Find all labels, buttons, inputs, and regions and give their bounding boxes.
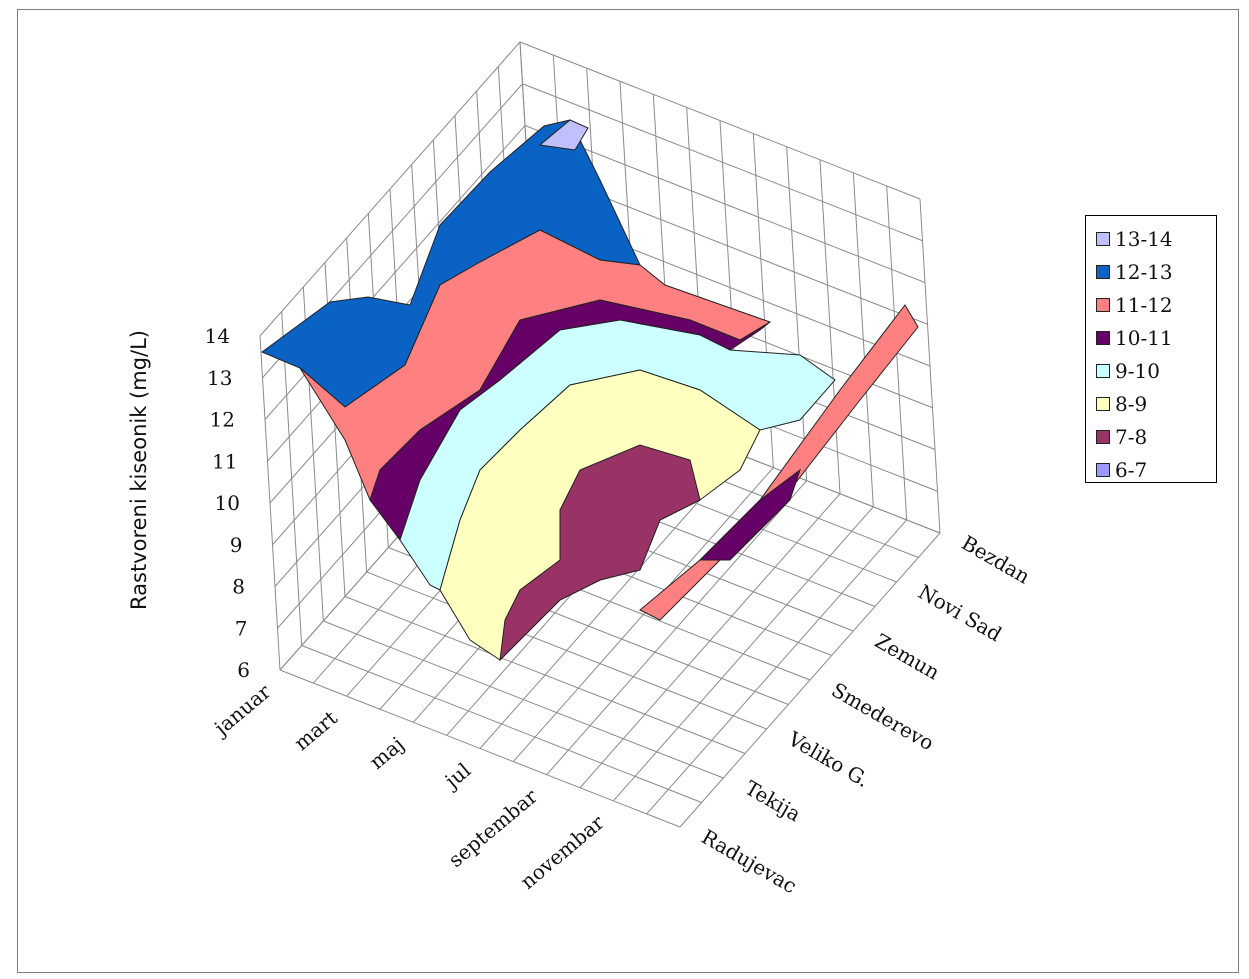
z-tick-label: 9 (230, 533, 243, 557)
legend-swatch (1096, 297, 1110, 312)
month-tick-label: mart (289, 706, 342, 756)
surface-bands (260, 119, 919, 662)
station-tick-label: Veliko G. (783, 726, 873, 792)
legend-label: 13-14 (1115, 226, 1173, 251)
legend-label: 11-12 (1115, 292, 1173, 317)
legend-item: 6-7 (1096, 453, 1216, 486)
legend-swatch (1096, 264, 1110, 279)
surface-ridge-shadow (698, 468, 801, 561)
station-tick-label: Smederevo (828, 678, 939, 756)
z-tick-label: 8 (232, 575, 245, 599)
back-wall-gridline (524, 125, 926, 283)
station-tick-label: Zemun (871, 629, 944, 685)
z-tick-label: 13 (207, 366, 232, 390)
legend-swatch (1096, 462, 1110, 477)
z-tick-label: 10 (215, 491, 240, 515)
month-tick-label: maj (365, 732, 409, 774)
legend-label: 9-10 (1115, 358, 1160, 383)
station-tick-label: Bezdan (958, 531, 1035, 589)
z-tick-label: 14 (205, 324, 230, 348)
station-tick-label: Novi Sad (914, 580, 1006, 647)
month-tick-label: jul (439, 758, 475, 794)
legend-item: 9-10 (1096, 354, 1216, 387)
floor-gridline (344, 596, 746, 754)
legend-item: 7-8 (1096, 420, 1216, 453)
floor-gridline (366, 571, 767, 730)
legend-label: 6-7 (1115, 457, 1148, 482)
legend-swatch (1096, 396, 1110, 411)
legend: 13-14 12-13 11-12 10-11 9-10 8-9 7-8 6-7 (1085, 215, 1217, 483)
legend-label: 12-13 (1115, 259, 1173, 284)
z-tick-label: 7 (235, 616, 248, 640)
legend-item: 10-11 (1096, 321, 1216, 354)
surface-band-7-8 (499, 444, 701, 662)
legend-swatch (1096, 330, 1110, 345)
back-wall-gridline (519, 41, 921, 200)
left-wall-gridline (259, 41, 521, 337)
z-axis-title: Rastvoreni kiseonik (mg/L) (127, 330, 151, 610)
legend-item: 8-9 (1096, 387, 1216, 420)
back-wall-gridline (522, 83, 923, 242)
month-tick-label: januar (208, 679, 275, 741)
z-tick-label: 6 (237, 658, 250, 682)
legend-swatch (1096, 429, 1110, 444)
z-tick-label: 12 (210, 408, 235, 432)
legend-label: 8-9 (1115, 391, 1148, 416)
month-tick-label: septembar (444, 784, 543, 872)
floor-gridline (323, 620, 724, 779)
legend-swatch (1096, 363, 1110, 378)
station-tick-label: Radujevac (698, 825, 801, 899)
legend-label: 10-11 (1115, 325, 1173, 350)
legend-label: 7-8 (1115, 424, 1148, 449)
floor-gridline (279, 669, 681, 828)
station-tick-label: Tekija (741, 776, 805, 827)
legend-item: 12-13 (1096, 255, 1216, 288)
legend-item: 13-14 (1096, 222, 1216, 255)
month-tick-label: novembar (516, 810, 609, 894)
legend-item: 11-12 (1096, 288, 1216, 321)
floor-gridline (301, 645, 702, 803)
legend-swatch (1096, 231, 1110, 246)
surface-band-13-14 (538, 119, 589, 151)
z-tick-label: 11 (212, 449, 237, 473)
